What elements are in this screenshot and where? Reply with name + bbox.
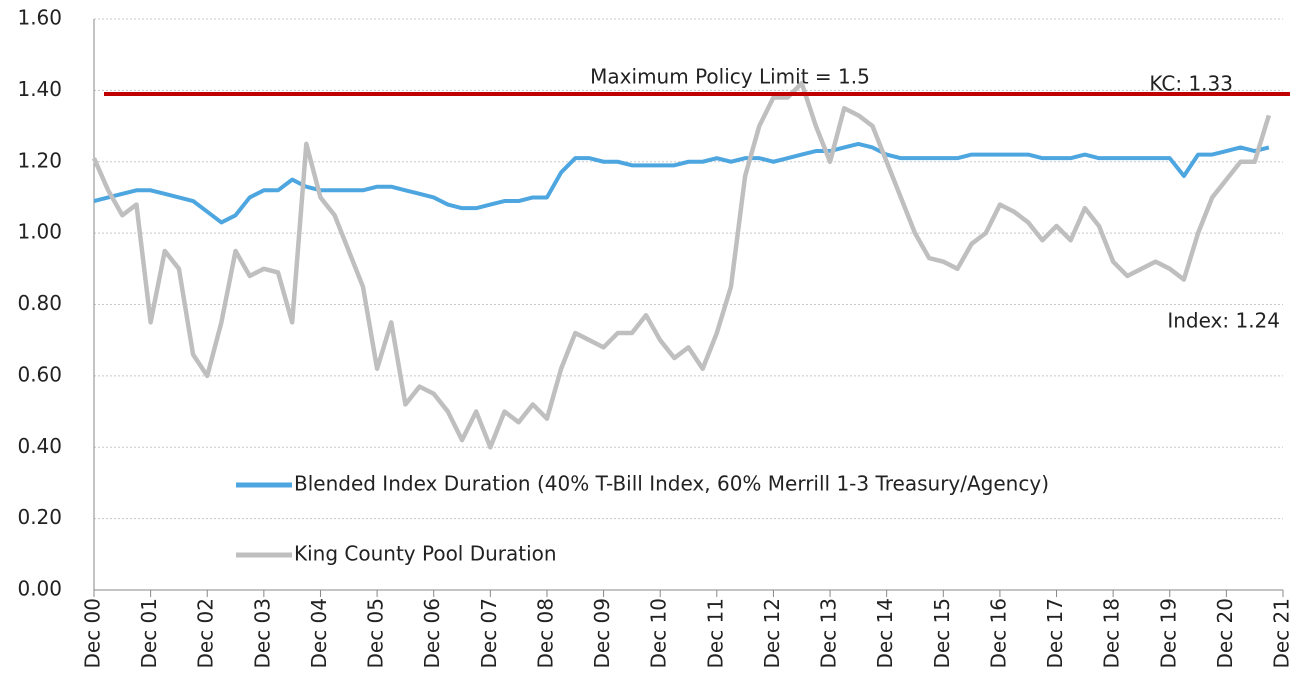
y-tick-label: 1.60 [17,6,62,30]
annotation: Index: 1.24 [1167,309,1280,333]
x-tick-label: Dec 02 [194,598,218,669]
x-tick-label: Dec 10 [647,598,671,669]
y-tick-label: 0.00 [17,577,62,601]
y-tick-label: 1.40 [17,77,62,101]
x-tick-label: Dec 09 [590,598,614,669]
x-tick-label: Dec 01 [137,598,161,669]
x-tick-label: Dec 17 [1043,598,1067,669]
series-line [93,141,1270,225]
x-tick-label: Dec 03 [250,598,274,669]
x-tick-label: Dec 16 [986,598,1010,669]
x-tick-label: Dec 13 [817,598,841,669]
x-tick-label: Dec 18 [1100,598,1124,669]
legend-label: Blended Index Duration (40% T-Bill Index… [294,472,1049,496]
x-tick-label: Dec 07 [477,598,501,669]
reference-label: Maximum Policy Limit = 1.5 [590,64,870,88]
x-tick-label: Dec 12 [760,598,784,669]
x-tick-label: Dec 19 [1156,598,1180,669]
series-line [91,80,1272,450]
x-tick-label: Dec 11 [703,598,727,669]
x-tick-label: Dec 15 [930,598,954,669]
x-tick-label: Dec 05 [364,598,388,669]
x-tick-label: Dec 14 [873,598,897,669]
y-tick-label: 1.20 [17,148,62,172]
x-tick-label: Dec 06 [420,598,444,669]
y-tick-label: 1.00 [17,220,62,244]
x-tick-label: Dec 04 [307,598,331,669]
x-tick-label: Dec 21 [1270,598,1294,669]
y-tick-label: 0.60 [17,362,62,386]
x-tick-label: Dec 08 [533,598,557,669]
x-tick-label: Dec 00 [81,598,105,669]
y-tick-label: 0.20 [17,505,62,529]
y-tick-label: 0.40 [17,434,62,458]
x-tick-label: Dec 20 [1213,598,1237,669]
legend-label: King County Pool Duration [294,542,557,566]
y-tick-label: 0.80 [17,291,62,315]
annotation: KC: 1.33 [1149,72,1233,96]
